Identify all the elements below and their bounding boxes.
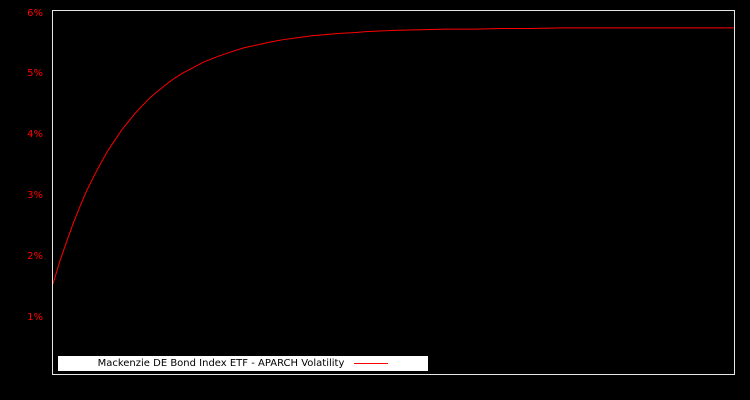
y-tick-label: 3%	[27, 190, 43, 202]
y-tick-label: 4%	[27, 129, 43, 141]
volatility-curve-svg	[53, 27, 734, 285]
legend-line-sample	[354, 363, 389, 364]
y-tick-label: 1%	[27, 311, 43, 323]
legend-label: Mackenzie DE Bond Index ETF - APARCH Vol…	[97, 358, 345, 369]
y-tick-label: 6%	[27, 7, 43, 19]
y-axis-tick-labels: 1% 2% 3% 4% 5% 6%	[0, 0, 48, 400]
y-tick-label: 5%	[27, 68, 43, 80]
legend: Mackenzie DE Bond Index ETF - APARCH Vol…	[58, 356, 428, 371]
plot-area: Mackenzie DE Bond Index ETF - APARCH Vol…	[52, 10, 735, 375]
y-tick-label: 2%	[27, 250, 43, 262]
volatility-series-line	[53, 27, 734, 285]
